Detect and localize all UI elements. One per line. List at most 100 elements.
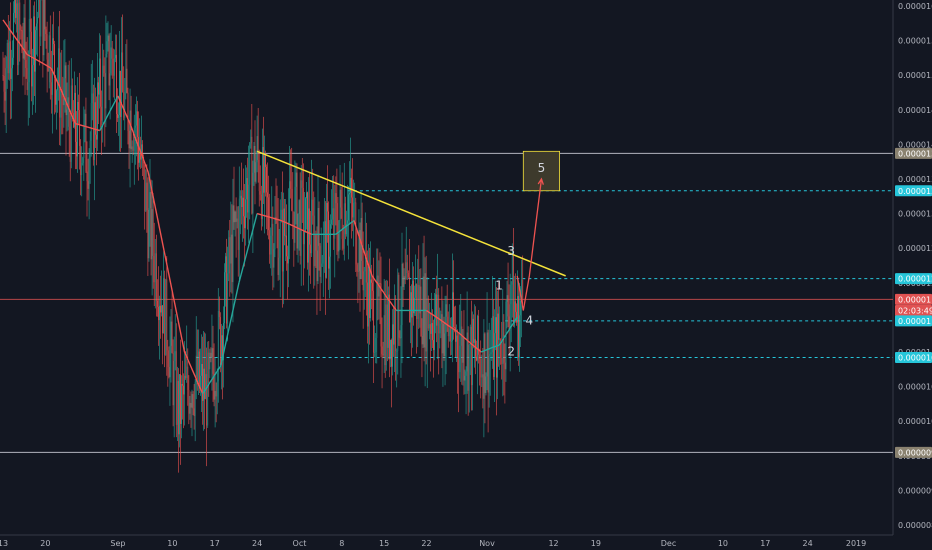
candle-body [205,374,206,399]
candle-body [447,316,449,337]
candle-body [483,333,485,399]
candle-body [66,109,68,116]
wave-label: 4 [526,313,534,327]
candle-body [70,85,72,162]
candle-body [117,113,118,118]
candle-body [163,278,164,334]
candle-body [11,68,12,79]
candle-body [339,189,341,221]
candle-body [448,328,450,337]
candle-body [148,208,150,259]
time-axis[interactable]: 13 20 Sep 10 17 24 Oct 8 15 22 Nov 12 19 Dec 10 17 24 201… [0,539,866,548]
candle-body [178,381,179,435]
candle-body [230,234,232,264]
candle-body [335,193,337,204]
candle-body [426,298,428,352]
moving-average [2,19,518,394]
candle-body [400,325,402,339]
candle-body [109,73,111,86]
candle-body [201,364,202,376]
candle-body [446,304,448,317]
candle-body [241,195,242,208]
candle-body [308,208,309,263]
x-tick-label: Dec [661,539,676,548]
price-tag-label: 0.00001176 [898,295,932,304]
candle-body [257,136,259,161]
candle-body [379,282,381,284]
candle-body [189,402,191,414]
candle-body [187,366,189,391]
candle-body [98,82,99,95]
candle-body [353,202,355,218]
candle-body [43,0,45,56]
candle-body [164,278,166,355]
candle-body [242,197,243,208]
candle-body [343,203,345,249]
candle-body [254,145,256,182]
candle-body [521,279,523,301]
candle-body [278,257,280,275]
candle-body [181,383,182,424]
x-tick-label: 19 [591,539,601,548]
candle-body [22,51,24,59]
candle-body [393,324,394,345]
ma-segment [129,123,149,173]
candle-body [503,321,505,363]
candle-body [33,16,34,66]
candle-body [501,358,503,365]
candle-body [167,350,169,368]
candle-body [77,101,78,157]
candle-body [100,58,101,107]
candle-body [49,35,51,83]
candle-body [281,209,283,272]
candle-body [220,317,221,365]
candle-body [357,271,359,273]
candle-body [155,253,157,301]
candle-body [283,208,284,272]
candle-body [466,332,468,372]
candle-body [57,83,58,91]
candle-body [112,58,114,76]
ma-segment [426,309,458,332]
candle-body [389,294,390,360]
candle-body [196,355,198,385]
candle-body [352,197,353,218]
candle-body [413,280,414,314]
wave-label: 3 [507,244,515,258]
candle-body [125,68,127,94]
candle-body [6,42,8,69]
candle-body [506,295,508,302]
candle-body [373,290,374,353]
y-tick-label: 0.00001400 [898,140,932,149]
candle-body [314,234,316,267]
candle-body [121,52,122,117]
candle-body [478,315,479,355]
candle-body [419,286,421,314]
candle-body [176,381,178,425]
candle-body [79,110,80,146]
candle-body [274,217,276,250]
candle-body [500,338,502,359]
candle-body [110,47,112,74]
candle-body [56,90,57,105]
candle-body [433,340,434,351]
candle-body [297,213,299,249]
ma-segment [335,219,355,235]
candle-body [140,154,141,160]
x-tick-label: 17 [210,539,220,548]
candle-body [248,184,250,213]
candle-body [217,311,219,382]
candle-body [518,296,519,358]
candle-body [169,345,171,378]
candle-body [232,205,234,283]
candle-body [256,136,258,163]
candle-body [404,276,406,280]
candle-body [15,0,16,18]
ma-segment [147,171,168,263]
candle-body [245,199,246,229]
x-tick-label: 17 [760,539,770,548]
candle-body [482,374,484,399]
candle-body [317,207,319,282]
candle-body [199,351,200,388]
